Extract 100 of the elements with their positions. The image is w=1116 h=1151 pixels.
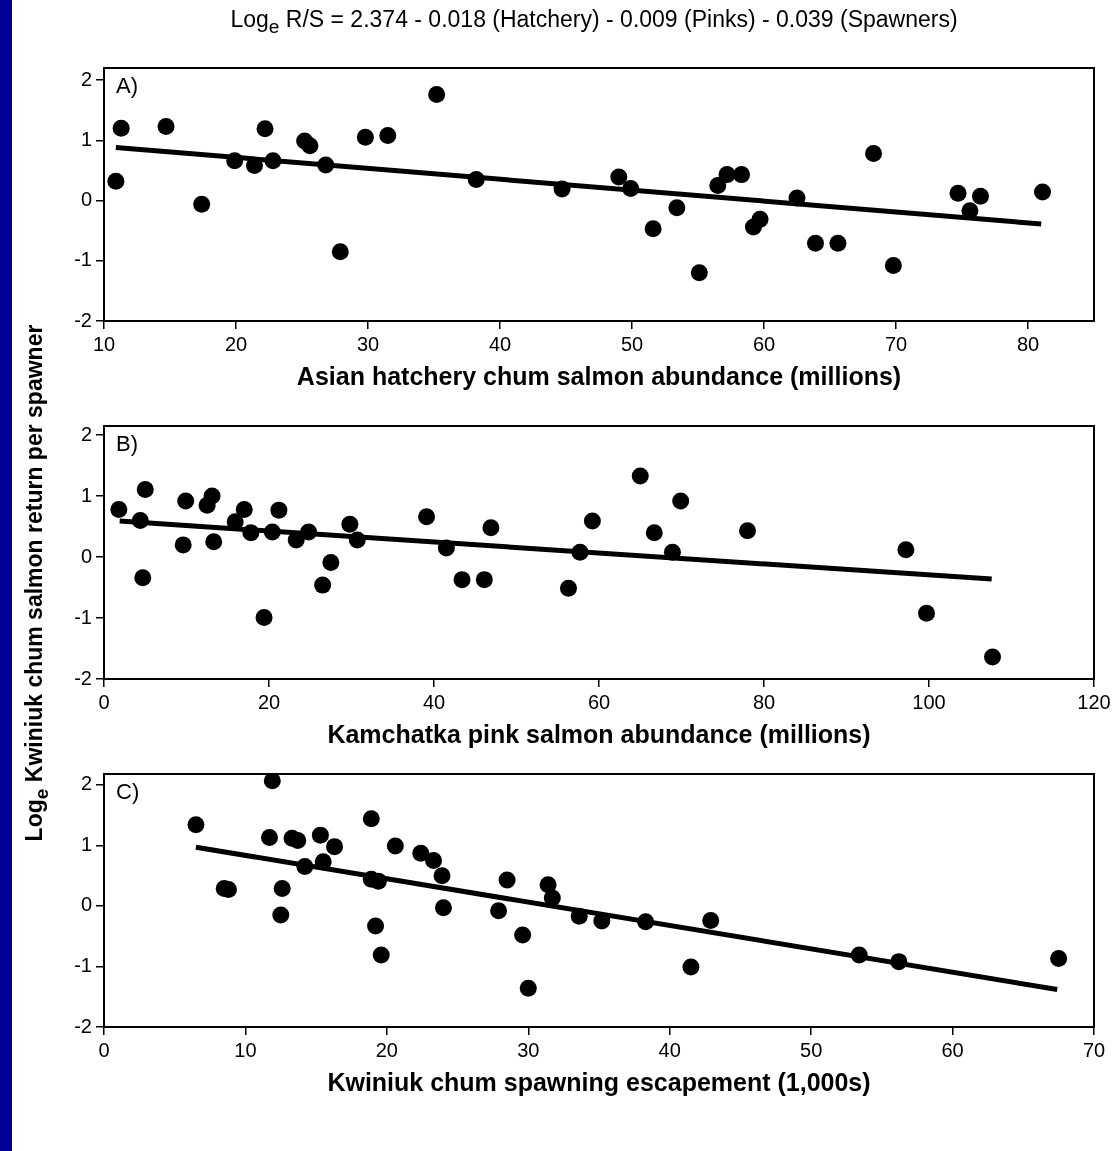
point (918, 604, 936, 622)
point (890, 953, 908, 971)
point (751, 210, 769, 228)
y-tick-label: -2 (74, 308, 92, 331)
point (570, 907, 588, 925)
point (631, 467, 649, 485)
point (553, 180, 571, 198)
annotation: A) (116, 73, 138, 99)
point (498, 871, 516, 889)
point (134, 569, 152, 587)
point (255, 608, 273, 626)
point (263, 774, 281, 790)
point (829, 234, 847, 252)
point (1050, 950, 1068, 968)
x-tick-label: 80 (752, 690, 776, 713)
point (418, 508, 436, 526)
point (433, 867, 451, 885)
point (865, 145, 883, 163)
x-tick-label: 20 (375, 1038, 398, 1061)
point (174, 536, 192, 554)
point (949, 184, 967, 202)
point (296, 858, 314, 876)
chart-title: Log$_{e}$ R/S = 2.374 - 0.018 (Hatchery) - 0.009 (Pinks) - 0.039 (Spawners) (229, 6, 959, 38)
point (226, 152, 244, 170)
point (645, 524, 663, 542)
point (428, 86, 446, 104)
point (331, 243, 349, 261)
x-tick-label: 60 (752, 332, 776, 355)
x-tick-label: 50 (800, 1038, 823, 1061)
point (884, 257, 902, 275)
point (311, 826, 329, 844)
point (193, 195, 211, 213)
x-tick-label: 30 (517, 1038, 540, 1061)
x-axis-title: Asian hatchery chum salmon abundance (millions) (296, 361, 902, 390)
point (314, 853, 332, 871)
point (131, 511, 149, 529)
point (850, 946, 868, 964)
point (739, 522, 756, 540)
y-tick-label: -2 (74, 666, 92, 689)
x-tick-label: 50 (620, 332, 644, 355)
point (434, 899, 452, 917)
x-axis-title: Kamchatka pink salmon abundance (millions) (327, 719, 871, 748)
point (622, 179, 640, 197)
y-tick-label: 0 (80, 188, 92, 211)
point (367, 917, 385, 935)
point (543, 889, 561, 907)
point (490, 902, 508, 920)
point (301, 137, 319, 155)
point (425, 852, 443, 870)
point (610, 168, 628, 186)
x-tick-label: 80 (1016, 332, 1040, 355)
point (242, 524, 260, 542)
y-tick-label: -1 (74, 248, 92, 271)
y-tick-label: 2 (80, 422, 92, 445)
point (263, 523, 281, 541)
point (157, 117, 175, 135)
point (559, 579, 577, 597)
point (672, 492, 690, 510)
point (326, 838, 344, 856)
point (412, 844, 430, 862)
x-tick-label: 0 (98, 1038, 110, 1061)
point (317, 156, 335, 174)
y-tick-label: -2 (74, 1014, 92, 1037)
point (289, 832, 307, 850)
point (788, 189, 806, 207)
point (314, 576, 332, 594)
point (386, 837, 404, 855)
point (110, 501, 128, 519)
point (300, 523, 318, 541)
x-tick-label: 70 (884, 332, 908, 355)
point (256, 120, 274, 138)
x-tick-label: 20 (224, 332, 248, 355)
point (583, 512, 601, 530)
point (806, 234, 824, 252)
point (273, 879, 291, 897)
point (682, 958, 700, 976)
y-tick-label: -1 (74, 605, 92, 628)
point (372, 946, 390, 964)
y-tick-label: 0 (80, 544, 92, 567)
point (1034, 183, 1052, 201)
point (203, 487, 221, 505)
x-tick-label: 10 (234, 1038, 257, 1061)
point (702, 911, 720, 929)
x-tick-label: 40 (658, 1038, 681, 1061)
y-tick-label: 2 (80, 772, 92, 795)
point (637, 913, 655, 931)
point (270, 501, 288, 519)
point (112, 119, 130, 137)
x-tick-label: 0 (98, 690, 110, 713)
x-tick-label: 60 (587, 690, 611, 713)
point (437, 539, 455, 557)
point (733, 166, 751, 184)
point (453, 571, 471, 589)
y-tick-label: 2 (80, 67, 92, 90)
point (264, 152, 282, 170)
annotation: B) (116, 431, 138, 457)
point (482, 519, 500, 537)
y-tick-label: -1 (74, 953, 92, 976)
point (539, 876, 557, 894)
point (718, 166, 736, 184)
